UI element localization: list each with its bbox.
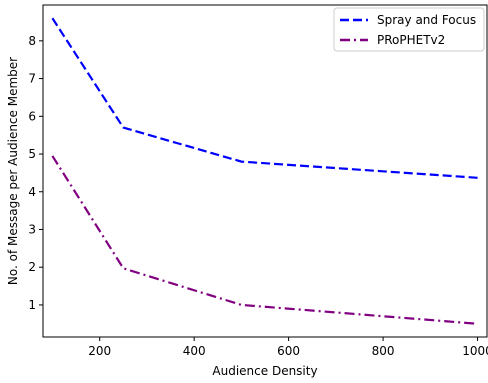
x-tick-label: 1000 (462, 344, 488, 358)
x-tick-label: 600 (277, 344, 300, 358)
y-tick-label: 6 (28, 109, 36, 123)
x-axis-label: Audience Density (212, 364, 317, 378)
y-axis-label: No. of Message per Audience Member (6, 57, 20, 285)
legend-box (333, 7, 485, 52)
x-tick-label: 800 (372, 344, 395, 358)
legend-label-prophetv2: PRoPHETv2 (377, 33, 445, 47)
plot-area-frame (42, 4, 488, 338)
x-tick-label: 200 (88, 344, 111, 358)
y-tick-label: 8 (28, 34, 36, 48)
y-tick-label: 2 (28, 260, 36, 274)
series-line-prophetv2 (51, 155, 478, 325)
y-tick-label: 4 (28, 185, 36, 199)
series-lines (51, 17, 478, 325)
x-axis-ticks: 200 400 600 800 1000 (88, 337, 488, 358)
y-tick-label: 1 (28, 298, 36, 312)
y-tick-label: 3 (28, 222, 36, 236)
y-tick-label: 7 (28, 72, 36, 86)
legend-label-spray-and-focus: Spray and Focus (377, 13, 476, 27)
legend: Spray and Focus PRoPHETv2 (333, 7, 485, 52)
series-line-spray-and-focus (51, 17, 478, 179)
y-tick-label: 5 (28, 147, 36, 161)
x-tick-label: 400 (183, 344, 206, 358)
y-axis-ticks: 1 2 3 4 5 6 7 8 (28, 34, 43, 312)
